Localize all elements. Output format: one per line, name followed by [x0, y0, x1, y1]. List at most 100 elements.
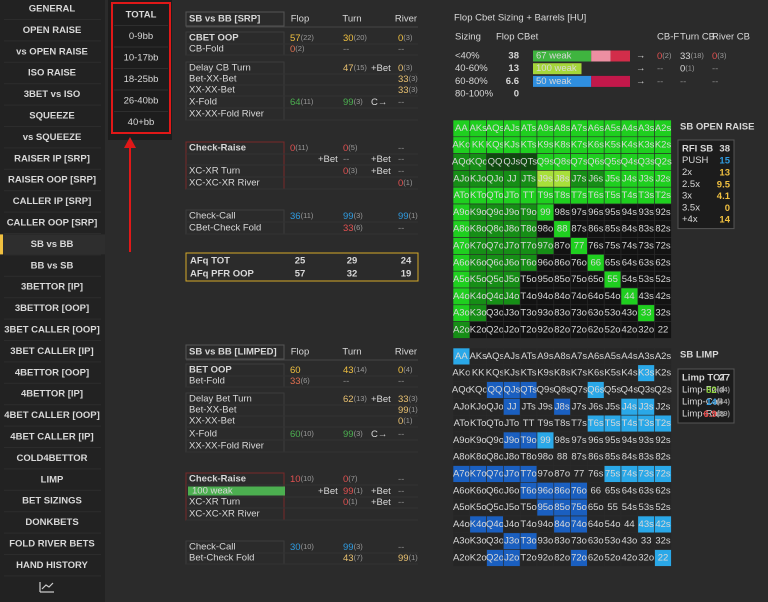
- hand-label: K3o: [470, 308, 487, 319]
- stat-value-part: (10): [301, 542, 315, 551]
- stats-value-part: 6.9: [703, 409, 716, 420]
- hand-label: 84s: [622, 452, 638, 463]
- sidebar-item[interactable]: 3BET CALLER [OOP]: [4, 325, 100, 336]
- hand-label: T6s: [588, 190, 604, 201]
- sidebar-item[interactable]: 3BET CALLER [IP]: [10, 346, 93, 357]
- sidebar-item[interactable]: 4BET CALLER [OOP]: [4, 410, 100, 421]
- sidebar-item[interactable]: BB vs SB: [31, 260, 74, 271]
- sidebar-item[interactable]: COLD4BETTOR: [16, 453, 87, 464]
- hand-label: KK: [472, 140, 485, 151]
- hand-label: 62s: [655, 257, 671, 268]
- section-title: SB vs BB [LIMPED]: [189, 347, 277, 358]
- stat-value-part: (22): [301, 33, 315, 42]
- hand-label: 62s: [655, 485, 671, 496]
- hand-label: K7s: [571, 140, 588, 151]
- sidebar-item[interactable]: 4BET CALLER [IP]: [10, 432, 93, 443]
- cbet-stat: 0(2): [657, 51, 672, 62]
- chart-icon[interactable]: [39, 582, 54, 593]
- stat-value-part: 62: [343, 394, 354, 405]
- filter-item[interactable]: 18-25bb: [124, 74, 159, 85]
- sidebar-item[interactable]: RAISER IP [SRP]: [14, 153, 90, 164]
- hand-label: Q8s: [553, 385, 571, 396]
- sidebar-item[interactable]: LIMP: [41, 474, 64, 485]
- hand-label: 86s: [588, 224, 604, 235]
- stats-value-part: 0: [725, 202, 730, 213]
- sidebar-item[interactable]: DONKBETS: [25, 517, 78, 528]
- stat-value-part: 99: [343, 429, 354, 440]
- hand-label: K6o: [470, 257, 487, 268]
- stat-value-part: (1): [348, 497, 358, 506]
- cbet-stat-part: --: [712, 76, 718, 87]
- hand-label: Q7s: [570, 385, 588, 396]
- hand-label: J4o: [504, 291, 519, 302]
- hand-label: Q7s: [570, 157, 588, 168]
- sidebar-item[interactable]: SQUEEZE: [29, 111, 74, 122]
- sidebar-item[interactable]: OPEN RAISE: [23, 25, 82, 36]
- stats-value-part: 13: [719, 167, 730, 178]
- hand-label: Q8o: [486, 224, 504, 235]
- sidebar: [0, 0, 105, 602]
- stat-value-part: --: [398, 97, 404, 108]
- hand-cell: [654, 321, 672, 339]
- hand-label: A7s: [571, 123, 588, 134]
- hand-label: 72o: [571, 325, 587, 336]
- sidebar-item[interactable]: CALLER OOP [SRP]: [7, 218, 98, 229]
- sidebar-item[interactable]: SB vs BB: [31, 239, 74, 250]
- stat-value-part: 30: [290, 542, 301, 553]
- cbet-header: River CB: [712, 32, 750, 43]
- hand-label: 64o: [588, 291, 604, 302]
- cbet-header: Flop CBet: [496, 32, 539, 43]
- stat-value: 0(2): [290, 44, 305, 55]
- hand-label: 83o: [554, 308, 570, 319]
- stat-value: +Bet: [371, 63, 391, 74]
- hand-label: A9s: [537, 123, 554, 134]
- sidebar-item[interactable]: 4BETTOR [OOP]: [15, 367, 89, 378]
- stat-value-part: (13): [354, 394, 368, 403]
- hand-label: Q9s: [537, 385, 555, 396]
- hand-label: 76s: [588, 469, 604, 480]
- hand-label: A4o: [453, 291, 470, 302]
- cbet-stat-part: (18): [691, 51, 705, 60]
- row-label: Delay CB Turn: [189, 63, 251, 74]
- sidebar-item[interactable]: 3BET vs ISO: [24, 89, 81, 100]
- sidebar-item[interactable]: BET SIZINGS: [22, 496, 82, 507]
- sidebar-item[interactable]: 3BETTOR [IP]: [21, 282, 83, 293]
- cbet-stat-part: 33: [680, 51, 691, 62]
- hand-label: 93s: [639, 207, 655, 218]
- sidebar-item[interactable]: vs OPEN RAISE: [16, 46, 88, 57]
- filter-item[interactable]: 26-40bb: [124, 96, 159, 107]
- hand-label: 97o: [537, 469, 553, 480]
- stat-value-part: 0: [398, 416, 403, 427]
- stat-value-part: (10): [301, 474, 315, 483]
- hand-label: 64s: [622, 257, 638, 268]
- filter-item[interactable]: 40+bb: [128, 117, 155, 128]
- hand-label: KJs: [504, 140, 520, 151]
- sidebar-item[interactable]: RAISER OOP [SRP]: [8, 175, 96, 186]
- sidebar-item[interactable]: GENERAL: [29, 4, 76, 15]
- stats-value: 13: [719, 167, 730, 178]
- hand-label: T4s: [621, 418, 637, 429]
- stats-value: 15: [719, 155, 730, 166]
- sidebar-item[interactable]: FOLD RIVER BETS: [9, 539, 95, 550]
- filter-item[interactable]: 0-9bb: [129, 31, 153, 42]
- stat-value-part: (20): [354, 33, 368, 42]
- column-header: Flop: [291, 347, 309, 358]
- cbet-stat-part: --: [680, 76, 686, 87]
- sidebar-item[interactable]: CALLER IP [SRP]: [13, 196, 91, 207]
- sidebar-item[interactable]: vs SQUEEZE: [23, 132, 82, 143]
- sidebar-item[interactable]: HAND HISTORY: [16, 560, 88, 571]
- sidebar-item[interactable]: 3BETTOR [OOP]: [15, 303, 89, 314]
- hand-label: K4o: [470, 291, 487, 302]
- stats-label: Limp-Fold: [682, 385, 724, 396]
- afq-value: 32: [347, 269, 358, 280]
- sidebar-item[interactable]: 4BETTOR [IP]: [21, 389, 83, 400]
- stat-value: 99(3): [343, 429, 363, 440]
- sidebar-item[interactable]: ISO RAISE: [28, 68, 76, 79]
- filter-item[interactable]: 10-17bb: [124, 53, 159, 64]
- filter-item[interactable]: TOTAL: [126, 10, 157, 21]
- stat-value-part: 0: [290, 44, 295, 55]
- hand-label: A3o: [453, 308, 470, 319]
- hand-label: J3s: [639, 173, 654, 184]
- hand-label: T8s: [554, 418, 570, 429]
- hand-label: 73o: [571, 308, 587, 319]
